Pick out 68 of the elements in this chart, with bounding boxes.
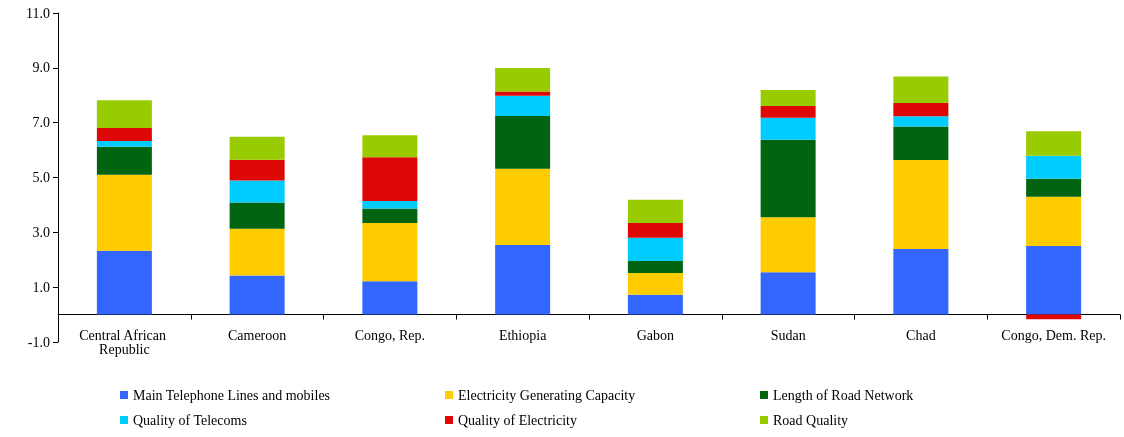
bar	[893, 76, 949, 103]
bar	[893, 126, 949, 160]
bar	[229, 180, 285, 203]
bar	[760, 90, 816, 106]
bar	[760, 217, 816, 273]
bar	[229, 228, 285, 276]
bar	[627, 261, 683, 273]
bar	[96, 141, 152, 147]
bar	[495, 116, 551, 169]
bar	[96, 127, 152, 142]
x-tick-label: Congo, Rep.	[354, 327, 426, 343]
bar	[495, 68, 551, 92]
bar	[362, 208, 418, 224]
x-tick-label: Cameroon	[227, 327, 287, 343]
legend-label: Electricity Generating Capacity	[458, 387, 636, 403]
y-tick-label: 1.0	[32, 279, 50, 295]
y-tick-label: 11.0	[26, 5, 50, 21]
x-tick-label: Chad	[906, 327, 936, 343]
bar	[96, 250, 152, 315]
bar	[627, 237, 683, 262]
bar	[362, 281, 418, 315]
y-tick-label: 9.0	[32, 60, 50, 76]
bar	[627, 199, 683, 224]
bar	[229, 159, 285, 181]
bar	[495, 91, 551, 96]
bar	[362, 135, 418, 158]
bar	[760, 117, 816, 140]
bar	[362, 223, 418, 282]
bar	[96, 146, 152, 175]
bar	[760, 105, 816, 118]
bar	[362, 157, 418, 202]
bar	[1026, 196, 1082, 247]
y-tick-label: 3.0	[32, 224, 50, 240]
legend-label: Road Quality	[773, 412, 849, 428]
bar	[1026, 131, 1082, 156]
bar	[96, 100, 152, 128]
bar	[229, 202, 285, 229]
bar	[627, 294, 683, 315]
bar	[893, 249, 949, 315]
x-tick-label: Sudan	[770, 327, 806, 343]
legend-label: Quality of Telecoms	[133, 412, 247, 428]
y-tick-label: -1.0	[27, 334, 50, 350]
bar	[893, 159, 949, 250]
bar	[362, 201, 418, 209]
bar	[627, 223, 683, 238]
x-tick-label: Ethiopia	[498, 327, 548, 343]
bar	[229, 275, 285, 315]
legend-label: Main Telephone Lines and mobiles	[133, 387, 331, 403]
bar	[1026, 178, 1082, 197]
bar	[495, 168, 551, 245]
y-tick-label: 5.0	[32, 170, 50, 185]
x-tick-label: Congo, Dem. Rep.	[1001, 327, 1106, 343]
bar	[229, 136, 285, 160]
bar	[760, 272, 816, 315]
bar	[1026, 246, 1082, 315]
x-tick-label: Gabon	[636, 327, 675, 343]
y-tick-label: 7.0	[32, 115, 50, 131]
x-tick-label: Central African Republic	[79, 327, 170, 357]
bar	[760, 139, 816, 218]
bar	[1026, 155, 1082, 179]
bar	[627, 272, 683, 295]
legend-label: Length of Road Network	[773, 387, 914, 403]
legend-label: Quality of Electricity	[458, 412, 577, 428]
bar	[893, 116, 949, 127]
bar	[96, 174, 152, 251]
bar	[893, 102, 949, 117]
bar	[495, 244, 551, 315]
bar	[495, 95, 551, 117]
